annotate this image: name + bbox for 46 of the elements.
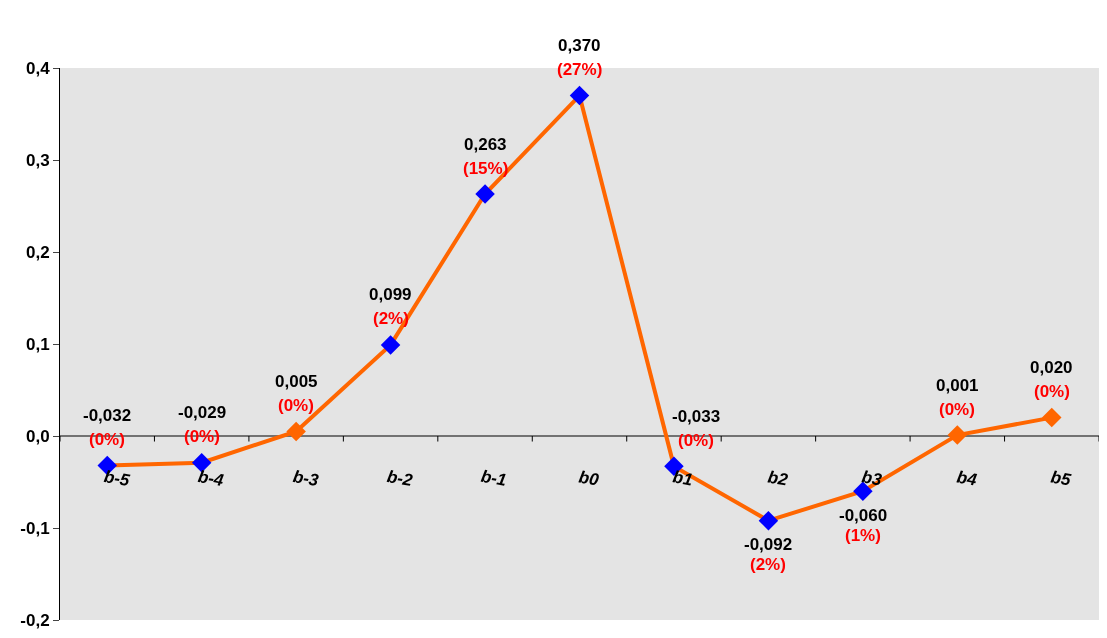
- data-label: 0,020: [1030, 358, 1073, 377]
- y-tick-label: 0,1: [25, 334, 50, 354]
- data-label: 0,005: [275, 372, 318, 391]
- point: [947, 425, 968, 445]
- data-label: -0,033: [672, 407, 721, 426]
- data-label: -0,029: [178, 403, 227, 422]
- annotation: (0%): [1034, 382, 1070, 401]
- annotation: (0%): [184, 427, 220, 446]
- annotation: (27%): [557, 60, 603, 79]
- y-tick-label: -0,2: [20, 610, 50, 630]
- annotation: (0%): [678, 431, 714, 450]
- x-tick-label: b-1: [479, 466, 508, 490]
- x-tick-label: b2: [766, 467, 790, 490]
- y-tick-label: 0,0: [25, 426, 50, 446]
- annotation: (0%): [278, 396, 314, 415]
- annotation: (1%): [845, 526, 881, 545]
- annotation: (15%): [463, 159, 509, 178]
- annotation: (2%): [750, 555, 786, 574]
- data-label: 0,263: [464, 135, 507, 154]
- point: [1042, 407, 1062, 428]
- data-label: 0,001: [936, 376, 979, 395]
- x-tick-label: b4: [955, 467, 979, 490]
- y-tick-label: -0,1: [20, 518, 50, 538]
- x-tick-label: b-2: [385, 466, 415, 491]
- x-tick-label: b1: [671, 467, 695, 490]
- x-tick-label: b-5: [102, 466, 132, 491]
- x-tick-label: b-3: [291, 466, 321, 491]
- x-tick-label: b3: [860, 467, 884, 490]
- point: [380, 335, 401, 355]
- annotation: (0%): [89, 430, 125, 449]
- x-tick-label: b-4: [196, 466, 226, 491]
- y-tick-label: 0,3: [25, 150, 50, 170]
- point: [475, 184, 495, 204]
- x-tick-label: b5: [1049, 467, 1073, 490]
- data-label: 0,099: [369, 285, 412, 304]
- data-label: -0,092: [744, 535, 793, 554]
- x-tick-label: b0: [577, 467, 601, 490]
- point: [758, 510, 779, 531]
- y-tick-label: 0,2: [25, 242, 50, 262]
- y-tick-label: 0,4: [25, 58, 51, 78]
- data-label: 0,370: [558, 36, 601, 55]
- data-label: -0,060: [839, 506, 888, 525]
- data-label: -0,032: [83, 406, 132, 425]
- point: [569, 85, 590, 106]
- annotation: (0%): [939, 400, 975, 419]
- point: [286, 421, 306, 442]
